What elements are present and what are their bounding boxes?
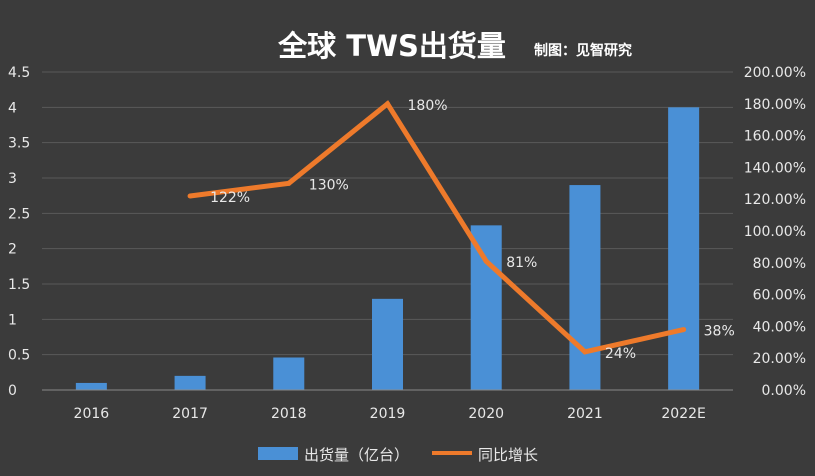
y-right-tick-label: 20.00%	[753, 351, 806, 367]
x-tick-label: 2018	[271, 406, 307, 422]
y-left-tick-label: 2	[8, 242, 17, 258]
x-tick-label: 2022E	[661, 406, 705, 422]
legend-bar-swatch	[258, 447, 298, 460]
y-right-tick-label: 120.00%	[744, 192, 806, 208]
legend: 出货量（亿台） 同比增长	[258, 446, 538, 464]
y-left-tick-label: 0.5	[8, 348, 30, 364]
y-right-tick-label: 100.00%	[744, 224, 806, 240]
line-data-label: 81%	[506, 255, 537, 271]
line-point	[483, 258, 489, 264]
line-data-label: 122%	[210, 190, 250, 206]
y-right-tick-label: 180.00%	[744, 97, 806, 113]
x-tick-label: 2019	[370, 406, 406, 422]
chart-title: 全球 TWS出货量	[277, 29, 506, 63]
y-right-tick-label: 40.00%	[753, 319, 806, 335]
y-left-tick-label: 4.5	[8, 65, 30, 81]
line-data-label: 24%	[605, 346, 636, 362]
chart-subtitle: 制图：见智研究	[534, 42, 632, 59]
x-tick-label: 2021	[567, 406, 603, 422]
x-tick-label: 2017	[172, 406, 208, 422]
y-right-tick-label: 60.00%	[753, 288, 806, 304]
y-left-tick-label: 1	[8, 312, 17, 328]
y-left-tick-label: 3.5	[8, 136, 30, 152]
y-left-tick-label: 4	[8, 100, 17, 116]
y-left-tick-label: 3	[8, 171, 17, 187]
line-data-label: 38%	[704, 324, 735, 340]
line-point	[385, 101, 390, 107]
bar	[668, 107, 700, 390]
bar	[372, 298, 403, 390]
axis-layer: 0 0.5 1 1.5 2 2.5 3 3.5 4 4.5 0.00% 20.00% 40.00% 60.…	[8, 65, 806, 422]
line-point	[286, 180, 292, 186]
growth-line	[189, 100, 685, 355]
line-layer	[187, 100, 687, 355]
y-right-tick-label: 80.00%	[753, 256, 806, 272]
bar	[470, 225, 502, 390]
line-data-label: 180%	[408, 98, 448, 114]
y-left-tick-label: 0	[8, 383, 17, 399]
legend-line-label: 同比增长	[478, 446, 538, 464]
y-right-tick-label: 140.00%	[744, 160, 806, 176]
x-tick-label: 2016	[74, 406, 110, 422]
bar	[569, 185, 601, 390]
legend-bar-label: 出货量（亿台）	[304, 446, 409, 464]
line-point	[681, 327, 687, 333]
bar	[75, 382, 107, 390]
line-data-label: 130%	[309, 177, 349, 193]
bar	[273, 357, 305, 390]
line-point	[187, 193, 193, 199]
line-point	[582, 349, 588, 355]
y-left-tick-label: 2.5	[8, 206, 30, 222]
y-right-tick-label: 200.00%	[744, 65, 806, 81]
y-left-tick-label: 1.5	[8, 277, 30, 293]
label-layer: 122% 130% 180% 81% 24% 38%	[210, 98, 735, 362]
y-right-tick-label: 160.00%	[744, 129, 806, 145]
bar-layer	[75, 107, 700, 390]
bar	[174, 375, 206, 390]
y-right-tick-label: 0.00%	[762, 383, 806, 399]
x-tick-label: 2020	[468, 406, 504, 422]
